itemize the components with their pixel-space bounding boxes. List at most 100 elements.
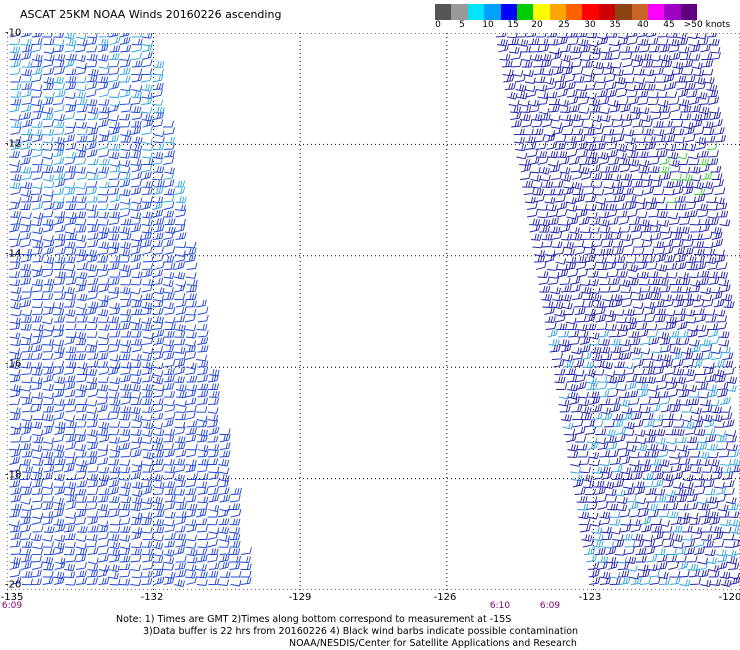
wind-barb bbox=[534, 255, 546, 263]
wind-barb bbox=[515, 144, 527, 152]
wind-barb bbox=[649, 577, 661, 585]
wind-barb bbox=[622, 362, 634, 370]
wind-barb bbox=[703, 362, 715, 369]
wind-barb bbox=[53, 315, 65, 323]
wind-barb bbox=[75, 225, 87, 233]
wind-barb bbox=[571, 181, 583, 190]
wind-barb bbox=[53, 136, 65, 145]
wind-barb bbox=[86, 577, 98, 585]
wind-barb bbox=[623, 367, 635, 375]
wind-barb bbox=[21, 82, 33, 90]
wind-barb bbox=[131, 43, 143, 53]
wind-barb bbox=[578, 96, 590, 105]
wind-barb bbox=[502, 69, 514, 77]
wind-barb bbox=[54, 172, 66, 180]
wind-barb bbox=[620, 286, 632, 293]
wind-barb bbox=[620, 103, 632, 113]
wind-barb bbox=[97, 195, 109, 203]
wind-barb bbox=[152, 119, 164, 128]
wind-barb bbox=[657, 272, 669, 279]
wind-barb bbox=[141, 107, 153, 114]
time-label: 6:10 bbox=[489, 601, 511, 611]
wind-barb bbox=[109, 211, 120, 219]
wind-barb bbox=[538, 276, 550, 285]
wind-barb bbox=[196, 434, 208, 443]
wind-barb bbox=[549, 164, 561, 173]
wind-barb bbox=[76, 308, 88, 316]
wind-barb bbox=[558, 392, 570, 400]
wind-barb bbox=[705, 434, 717, 443]
wind-barb bbox=[596, 33, 608, 40]
wind-barb bbox=[690, 466, 702, 474]
wind-barb bbox=[197, 397, 209, 405]
wind-map-plot[interactable] bbox=[7, 33, 740, 590]
wind-barb bbox=[32, 458, 44, 466]
wind-barb bbox=[687, 442, 699, 450]
wind-barb bbox=[54, 292, 66, 300]
wind-barb bbox=[65, 501, 77, 510]
wind-barb bbox=[626, 565, 638, 572]
wind-barb bbox=[605, 546, 617, 555]
wind-barb bbox=[696, 562, 708, 570]
wind-barb bbox=[87, 211, 99, 218]
wind-barb bbox=[8, 520, 20, 527]
wind-barb bbox=[76, 128, 88, 135]
wind-barb bbox=[669, 278, 681, 286]
wind-barb bbox=[684, 196, 696, 204]
lon-label: -123 bbox=[578, 592, 602, 603]
wind-barb bbox=[142, 374, 154, 383]
wind-barb bbox=[591, 122, 602, 130]
wind-barb bbox=[513, 128, 525, 136]
wind-barb bbox=[20, 548, 32, 556]
wind-barb bbox=[65, 68, 77, 76]
wind-barb bbox=[186, 285, 198, 293]
wind-barb bbox=[108, 384, 120, 392]
wind-barb bbox=[98, 539, 110, 548]
wind-barb bbox=[65, 75, 77, 83]
wind-barb bbox=[163, 418, 174, 428]
wind-barb bbox=[130, 503, 142, 511]
wind-barb bbox=[87, 167, 98, 175]
wind-barb bbox=[661, 525, 673, 533]
wind-barb bbox=[546, 33, 558, 38]
wind-barb bbox=[691, 414, 703, 423]
wind-barb bbox=[615, 316, 627, 324]
wind-barb bbox=[619, 279, 631, 288]
wind-barb bbox=[130, 97, 142, 105]
wind-barb bbox=[207, 510, 219, 518]
wind-barb bbox=[698, 569, 710, 578]
wind-barb bbox=[660, 111, 671, 120]
wind-barb bbox=[633, 247, 645, 255]
wind-barb bbox=[108, 344, 120, 353]
wind-barb bbox=[637, 502, 649, 510]
wind-barb bbox=[702, 187, 714, 195]
wind-barb bbox=[629, 519, 641, 527]
wind-barb bbox=[32, 494, 44, 503]
wind-barb bbox=[661, 231, 673, 240]
wind-barb bbox=[588, 569, 600, 578]
wind-barb bbox=[86, 186, 98, 195]
wind-barb bbox=[581, 180, 593, 188]
wind-barb bbox=[645, 495, 657, 503]
wind-barb bbox=[65, 212, 77, 220]
wind-barb bbox=[599, 107, 610, 114]
wind-barb bbox=[229, 533, 241, 541]
wind-barb bbox=[141, 164, 153, 173]
wind-barb bbox=[42, 570, 54, 578]
wind-barb bbox=[31, 362, 43, 370]
wind-barb bbox=[584, 247, 596, 255]
wind-barb bbox=[65, 53, 77, 61]
wind-barb bbox=[617, 328, 629, 338]
wind-barb bbox=[54, 523, 66, 533]
wind-barb bbox=[97, 396, 108, 405]
wind-barb bbox=[682, 352, 694, 360]
wind-barb bbox=[75, 182, 87, 190]
wind-barb bbox=[163, 563, 175, 571]
wind-barb bbox=[186, 556, 198, 564]
wind-barb bbox=[65, 293, 77, 301]
wind-barb bbox=[555, 314, 566, 323]
wind-barb bbox=[644, 367, 656, 375]
wind-barb bbox=[595, 437, 606, 445]
wind-barb bbox=[627, 33, 638, 38]
wind-barb bbox=[21, 554, 33, 563]
